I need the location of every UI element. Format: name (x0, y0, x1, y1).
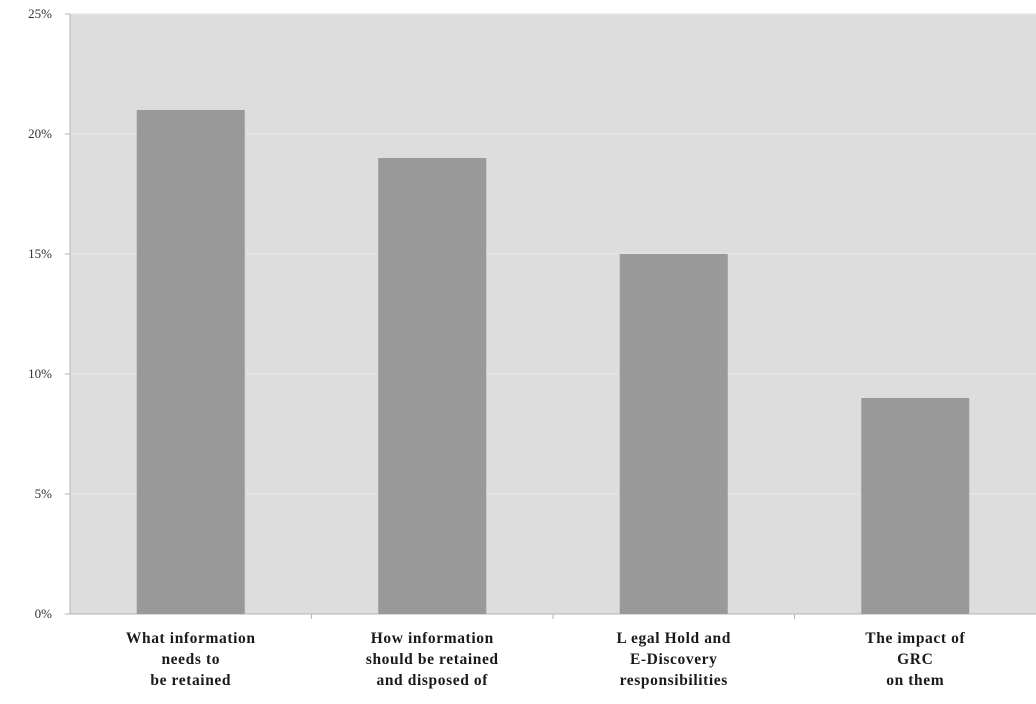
bar (619, 254, 728, 614)
y-tick-label: 20% (28, 126, 52, 141)
bar (861, 398, 970, 614)
y-tick-label: 0% (35, 606, 53, 621)
y-tick-label: 10% (28, 366, 52, 381)
x-tick-label: The impact of GRC on them (865, 630, 965, 689)
y-axis-ticks: 0% 5% 10% 15% 20% 25% (28, 6, 70, 621)
x-tick-label: How information should be retained and dis… (366, 630, 499, 689)
x-tick-label: L egal Hold and E-Discovery responsibiliti… (616, 630, 731, 689)
bars (136, 110, 970, 614)
bar (378, 158, 487, 614)
y-tick-label: 25% (28, 6, 52, 21)
x-axis-labels: What information needs to be retained How i… (126, 614, 965, 689)
x-tick-label: What information needs to be retained (126, 630, 256, 689)
y-tick-label: 15% (28, 246, 52, 261)
bar (136, 110, 245, 614)
y-tick-label: 5% (35, 486, 53, 501)
